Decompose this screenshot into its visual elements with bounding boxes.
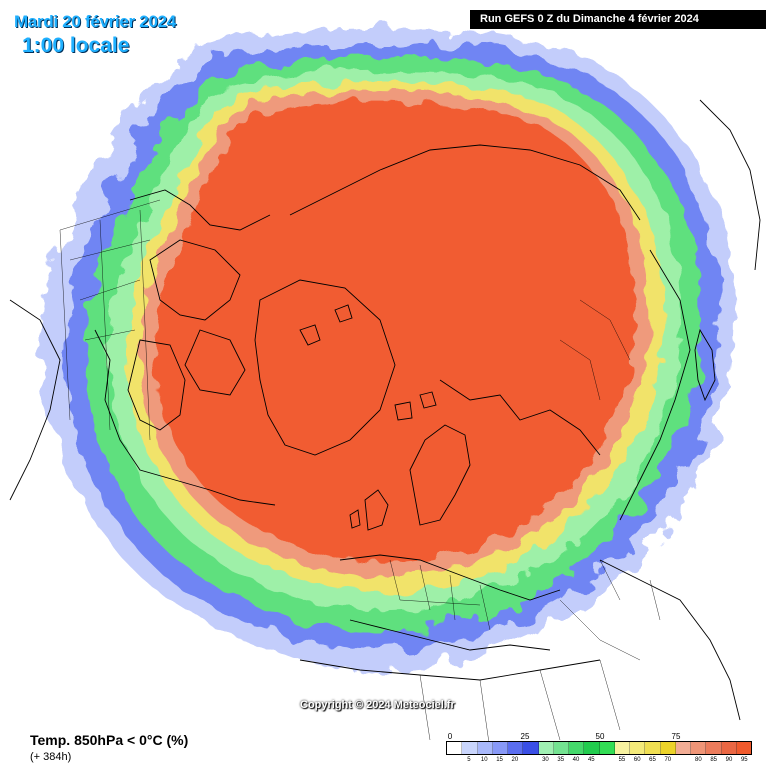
legend-cell <box>706 742 722 754</box>
border-europe <box>389 559 491 631</box>
legend-minor-label <box>522 757 537 763</box>
border-us-canada-grid <box>59 199 161 441</box>
run-banner: Run GEFS 0 Z du Dimanche 4 février 2024 <box>470 10 766 29</box>
coastline-islands-arctic <box>299 304 437 421</box>
coastline-mediterranean <box>349 619 551 651</box>
legend-label-50: 50 <box>595 732 605 741</box>
coastlines <box>9 99 761 721</box>
legend-cell <box>630 742 646 754</box>
coastline-asia-east <box>619 249 691 521</box>
legend-minor-label: 65 <box>649 757 656 763</box>
legend-minor-label: 15 <box>496 757 503 763</box>
legend-cell <box>462 742 478 754</box>
legend-minor-label: 80 <box>695 757 702 763</box>
legend-cell <box>645 742 661 754</box>
legend-minor-label: 85 <box>710 757 718 763</box>
legend-cell <box>736 742 751 754</box>
coastline-alaska <box>129 189 271 231</box>
coastline-hudson-bay <box>127 339 186 431</box>
legend-cell <box>569 742 585 754</box>
coastline-canadian-arctic <box>149 239 246 396</box>
coastline-north-america-west <box>94 329 276 506</box>
legend-minor-label <box>599 757 614 763</box>
variable-title: Temp. 850hPa < 0°C (%) <box>30 732 189 748</box>
legend-cell <box>538 742 554 754</box>
border-africa <box>419 659 621 751</box>
legend-cell <box>477 742 493 754</box>
political-borders <box>59 199 661 751</box>
coastline-siberia <box>289 144 641 221</box>
legend-cell <box>599 742 615 754</box>
legend-minor-label <box>446 757 461 763</box>
legend-minor-label: 40 <box>572 757 580 763</box>
legend-cell <box>691 742 707 754</box>
legend-cell <box>721 742 737 754</box>
coastline-greenland <box>254 279 396 456</box>
legend-label-25: 25 <box>520 732 530 741</box>
legend-cell <box>492 742 508 754</box>
legend-minor-label: 20 <box>511 757 519 763</box>
legend-cell <box>508 742 524 754</box>
legend-minor-label: 5 <box>467 757 471 763</box>
legend-minor-label <box>675 757 690 763</box>
legend-cell <box>584 742 600 754</box>
coastline-north-africa <box>299 659 601 681</box>
coastline-british-isles <box>349 489 389 531</box>
legend-minor-label: 10 <box>480 757 488 763</box>
forecast-time: 1:00 locale <box>22 34 130 57</box>
legend-cell <box>553 742 569 754</box>
legend-minor-label: 90 <box>725 757 733 763</box>
legend-cell <box>447 742 463 754</box>
coastline-japan <box>694 328 716 402</box>
legend-minor-label: 35 <box>557 757 565 763</box>
legend-minor-label: 55 <box>618 757 626 763</box>
forecast-date: Mardi 20 février 2024 <box>14 12 176 31</box>
coastline-north-america-south <box>9 299 61 501</box>
probability-shading <box>41 27 737 669</box>
coastline-east-asia-outer <box>699 99 761 271</box>
legend-minor-labels: 5 10 15 20 30 35 40 45 55 60 65 70 80 85 90 95 <box>446 757 752 763</box>
orange-red-core <box>155 100 636 563</box>
coastline-scandinavia <box>409 424 471 526</box>
border-asia <box>559 559 661 661</box>
legend-minor-label: 30 <box>542 757 549 763</box>
legend-cell <box>523 742 539 754</box>
border-russia-east <box>559 299 631 401</box>
legend-minor-label: 70 <box>664 757 672 763</box>
legend-label-0: 0 <box>447 732 453 741</box>
legend-color-bar <box>446 741 752 755</box>
coastline-europe <box>339 554 561 601</box>
legend-cell <box>675 742 691 754</box>
coastline-russia-north <box>439 379 601 456</box>
legend-cell <box>614 742 630 754</box>
legend-label-75: 75 <box>671 732 681 741</box>
legend-minor-label: 45 <box>587 757 595 763</box>
legend-cell <box>660 742 676 754</box>
legend-minor-label: 60 <box>633 757 641 763</box>
copyright-notice: Copyright © 2024 Meteociel.fr <box>300 699 455 711</box>
legend-minor-label: 95 <box>740 757 748 763</box>
coastline-middle-east <box>599 559 741 721</box>
lead-time: (+ 384h) <box>30 751 72 763</box>
color-legend: 0 25 50 75 5 10 15 20 30 35 40 45 55 60 65 70 80 85 90… <box>446 732 756 766</box>
